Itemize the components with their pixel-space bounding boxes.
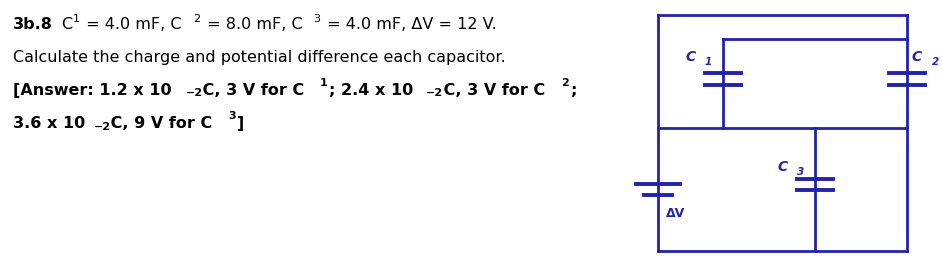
Text: C, 9 V for C: C, 9 V for C [106,116,213,131]
Text: ;: ; [570,82,576,98]
Text: C, 3 V for C: C, 3 V for C [438,82,545,98]
Text: 3b.8: 3b.8 [13,17,53,32]
Text: Calculate the charge and potential difference each capacitor.: Calculate the charge and potential diffe… [13,50,506,65]
Text: 1: 1 [320,78,328,88]
Text: −2: −2 [94,122,111,132]
Text: 3: 3 [797,167,804,177]
Text: 2: 2 [193,14,200,24]
Text: 3: 3 [228,111,236,121]
Text: 2: 2 [560,78,568,88]
Text: ; 2.4 x 10: ; 2.4 x 10 [329,82,413,98]
Text: 1: 1 [73,14,79,24]
Text: 3.6 x 10: 3.6 x 10 [13,116,86,131]
Text: C: C [777,160,788,174]
Text: 2: 2 [932,57,939,67]
Text: ΔV: ΔV [666,207,686,220]
Text: = 4.0 mF, ΔV = 12 V.: = 4.0 mF, ΔV = 12 V. [322,17,497,32]
Text: 1: 1 [705,57,712,67]
Text: 3: 3 [314,14,320,24]
Text: C: C [685,50,695,64]
Text: C: C [912,50,922,64]
Text: C, 3 V for C: C, 3 V for C [197,82,304,98]
Text: [Answer: 1.2 x 10: [Answer: 1.2 x 10 [13,82,172,98]
Text: −2: −2 [427,89,444,98]
Text: −2: −2 [186,89,203,98]
Text: = 8.0 mF, C: = 8.0 mF, C [202,17,302,32]
Text: = 4.0 mF, C: = 4.0 mF, C [82,17,182,32]
Text: ]: ] [237,116,245,131]
Text: C: C [61,17,73,32]
